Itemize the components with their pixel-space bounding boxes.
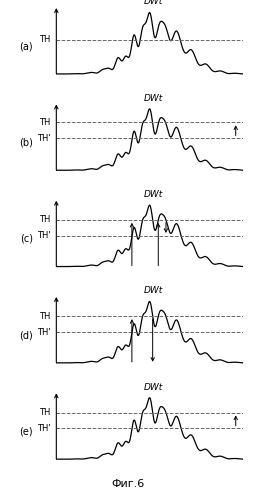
Text: DWt: DWt xyxy=(144,190,163,199)
Text: (c): (c) xyxy=(20,234,33,244)
Text: TH': TH' xyxy=(37,134,51,143)
Text: DWt: DWt xyxy=(144,286,163,295)
Text: TH': TH' xyxy=(37,424,51,433)
Text: Фиг.6: Фиг.6 xyxy=(111,479,145,489)
Text: (d): (d) xyxy=(19,330,33,340)
Text: TH: TH xyxy=(39,408,51,417)
Text: TH: TH xyxy=(39,35,51,44)
Text: DWt: DWt xyxy=(144,94,163,103)
Text: (a): (a) xyxy=(20,41,33,51)
Text: TH: TH xyxy=(39,216,51,225)
Text: TH: TH xyxy=(39,118,51,127)
Text: (b): (b) xyxy=(19,138,33,148)
Text: TH': TH' xyxy=(37,232,51,241)
Text: DWt: DWt xyxy=(144,0,163,6)
Text: DWt: DWt xyxy=(144,383,163,392)
Text: TH: TH xyxy=(39,312,51,321)
Text: TH': TH' xyxy=(37,328,51,337)
Text: (e): (e) xyxy=(20,427,33,437)
